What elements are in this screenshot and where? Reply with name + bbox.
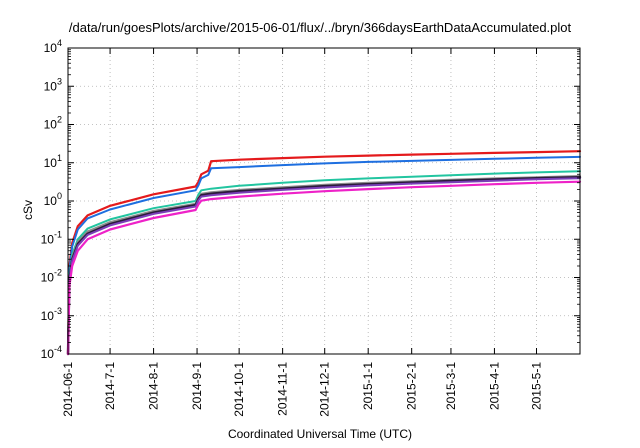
y-tick-label: 100: [44, 191, 62, 208]
y-tick-label: 10-4: [41, 344, 62, 361]
series-line-1: [66, 150, 582, 356]
x-tick-label: 2015-2-1: [405, 362, 419, 410]
x-tick-label: 2015-3-1: [444, 362, 458, 410]
y-tick-labels: 10-4 10-3 10-2 10-1 100 101 102 103 104: [41, 38, 62, 361]
x-tick-label: 2015-4-1: [487, 362, 501, 410]
x-tick-label: 2015-5-1: [530, 362, 544, 410]
y-tick-label: 10-3: [41, 306, 62, 323]
y-tick-label: 102: [44, 115, 62, 132]
x-tick-labels: 2014-06-1 2014-7-1 2014-8-1 2014-9-1 2014-10…: [61, 362, 544, 417]
y-tick-label: 101: [44, 153, 62, 170]
series-line-7: [66, 180, 582, 356]
y-tick-label: 103: [44, 76, 62, 93]
x-axis-label: Coordinated Universal Time (UTC): [227, 427, 413, 441]
x-tick-label: 2014-06-1: [61, 362, 75, 417]
series-line-6: [67, 177, 581, 355]
series-layer: [66, 150, 582, 356]
y-tick-label: 104: [44, 38, 62, 55]
x-tick-label: 2014-12-1: [318, 362, 332, 417]
x-tick-label: 2014-8-1: [147, 362, 161, 410]
series-line-2: [67, 155, 581, 355]
y-tick-label: 10-1: [41, 229, 62, 246]
chart-title: /data/run/goesPlots/archive/2015-06-01/f…: [68, 20, 572, 35]
x-tick-label: 2014-10-1: [232, 362, 246, 417]
x-tick-label: 2014-11-1: [276, 362, 290, 416]
series-line-3: [67, 170, 581, 355]
series-line-5: [66, 176, 582, 356]
x-tick-label: 2015-1-1: [361, 362, 375, 410]
x-tick-label: 2014-9-1: [190, 362, 204, 410]
tick-marks: [67, 47, 580, 355]
series-line-4: [67, 175, 581, 355]
y-tick-label: 10-2: [41, 268, 62, 285]
x-tick-label: 2014-7-1: [103, 362, 117, 410]
